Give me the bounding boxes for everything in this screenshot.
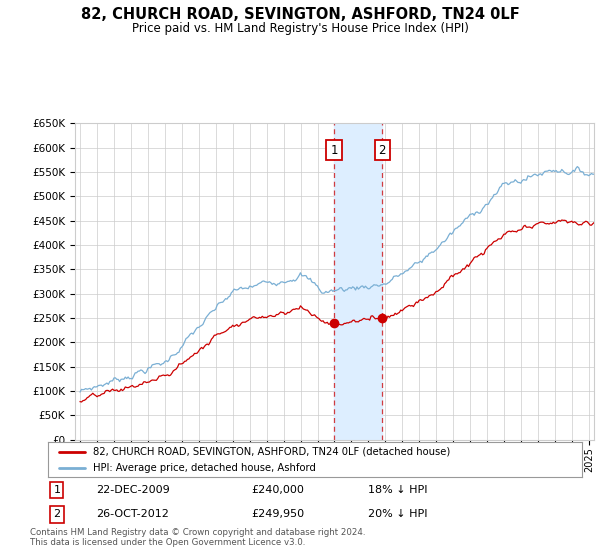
Text: Contains HM Land Registry data © Crown copyright and database right 2024.
This d: Contains HM Land Registry data © Crown c… <box>30 528 365 548</box>
Text: £240,000: £240,000 <box>251 485 304 495</box>
Text: 20% ↓ HPI: 20% ↓ HPI <box>368 510 428 520</box>
Text: 26-OCT-2012: 26-OCT-2012 <box>96 510 169 520</box>
Text: 82, CHURCH ROAD, SEVINGTON, ASHFORD, TN24 0LF (detached house): 82, CHURCH ROAD, SEVINGTON, ASHFORD, TN2… <box>94 447 451 457</box>
Text: 2: 2 <box>379 143 386 157</box>
Text: 2: 2 <box>53 510 61 520</box>
Text: Price paid vs. HM Land Registry's House Price Index (HPI): Price paid vs. HM Land Registry's House … <box>131 22 469 35</box>
Text: 1: 1 <box>53 485 61 495</box>
Text: 18% ↓ HPI: 18% ↓ HPI <box>368 485 428 495</box>
Text: 22-DEC-2009: 22-DEC-2009 <box>96 485 170 495</box>
Text: 82, CHURCH ROAD, SEVINGTON, ASHFORD, TN24 0LF: 82, CHURCH ROAD, SEVINGTON, ASHFORD, TN2… <box>80 7 520 22</box>
Text: HPI: Average price, detached house, Ashford: HPI: Average price, detached house, Ashf… <box>94 463 316 473</box>
Text: £249,950: £249,950 <box>251 510 304 520</box>
Text: 1: 1 <box>330 143 338 157</box>
Bar <box>334 123 382 440</box>
